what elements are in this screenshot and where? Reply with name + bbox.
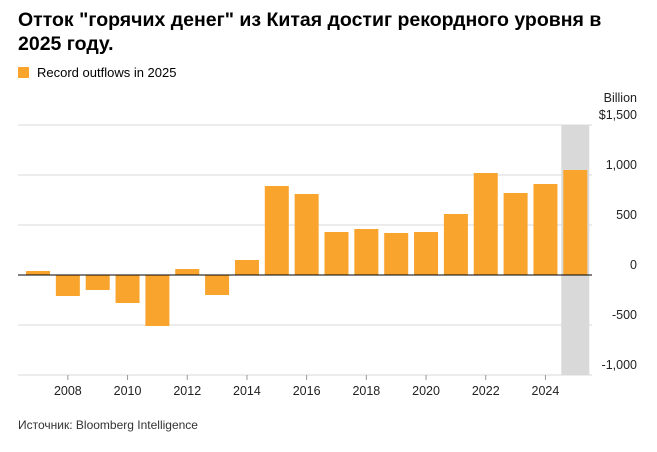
bar-2012	[175, 269, 200, 275]
x-tick-label: 2024	[532, 384, 560, 398]
bar-2013	[205, 275, 230, 295]
bar-2010	[115, 275, 140, 303]
bar-2020	[414, 232, 439, 275]
legend-label: Record outflows in 2025	[37, 64, 177, 80]
y-tick-label: 1,000	[606, 158, 637, 172]
bar-2018	[354, 229, 379, 275]
bar-2023	[503, 193, 528, 275]
bar-2014	[234, 260, 259, 275]
bar-2009	[85, 275, 110, 290]
x-tick-label: 2018	[352, 384, 380, 398]
x-tick-label: 2016	[293, 384, 321, 398]
bar-2021	[443, 214, 468, 275]
bar-2024	[533, 184, 558, 275]
bar-2017	[324, 232, 349, 275]
bar-2015	[264, 186, 289, 275]
source-note: Источник: Bloomberg Intelligence	[18, 418, 198, 432]
bar-2025	[563, 170, 588, 275]
bar-2022	[473, 173, 498, 275]
legend: Record outflows in 2025	[18, 64, 176, 80]
x-tick-label: 2012	[173, 384, 201, 398]
y-tick-label: 0	[630, 258, 637, 272]
bar-2008	[55, 275, 80, 296]
x-tick-label: 2020	[412, 384, 440, 398]
y-tick-label: 500	[616, 208, 637, 222]
x-tick-label: 2010	[114, 384, 142, 398]
legend-swatch	[18, 66, 29, 78]
bar-2019	[384, 233, 409, 275]
x-tick-label: 2022	[472, 384, 500, 398]
x-tick-label: 2008	[54, 384, 82, 398]
bar-2011	[145, 275, 170, 326]
y-tick-label: $1,500	[599, 108, 637, 122]
x-tick-label: 2014	[233, 384, 261, 398]
bar-2007	[26, 271, 50, 275]
chart-title: Отток "горячих денег" из Китая достиг ре…	[18, 9, 602, 55]
x-axis-ticks: 2008 2010 2012 2014 2016 2018 2020 2022 2024	[54, 375, 559, 398]
y-axis-ticks: Billion $1,500 1,000 500 0 -500 -1,000	[599, 91, 637, 372]
y-tick-label: -1,000	[602, 358, 637, 372]
bars	[26, 170, 588, 326]
y-axis-unit-label: Billion	[604, 91, 637, 105]
y-tick-label: -500	[612, 308, 637, 322]
bar-2016	[294, 194, 319, 275]
